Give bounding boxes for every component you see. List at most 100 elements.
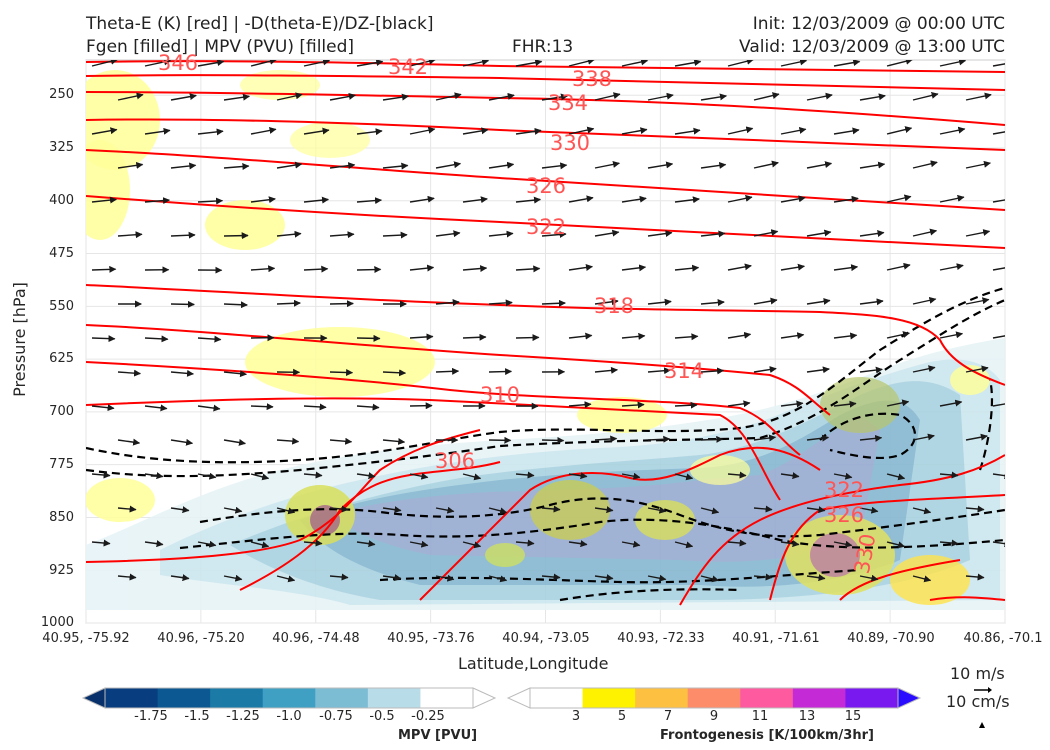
wind-vector	[382, 369, 407, 377]
fgen-tick: 5	[617, 709, 627, 724]
wind-vector	[223, 370, 247, 378]
colorbar-segment	[635, 688, 689, 708]
wind-vector	[568, 332, 593, 340]
fgen-tick: 11	[751, 709, 769, 724]
wind-vector	[833, 332, 858, 340]
mpv-tick: -0.75	[319, 709, 353, 724]
wind-vector	[197, 60, 225, 67]
wind-vector	[700, 575, 720, 583]
y-tick-label: 475	[49, 246, 74, 261]
wind-vector	[568, 401, 592, 409]
wind-vector	[700, 230, 726, 238]
wind-vector	[965, 365, 989, 373]
wind-vector	[647, 367, 671, 375]
wind-vector	[700, 93, 727, 101]
wind-vector	[356, 266, 382, 274]
wind-vector	[144, 404, 168, 412]
x-tick-label: 40.96, -75.20	[157, 631, 245, 646]
fgen-colorbar-title: Frontogenesis [K/100km/3hr]	[660, 728, 874, 743]
wind-vector	[409, 540, 429, 548]
wind-vector	[276, 161, 303, 169]
colorbar-segment	[367, 688, 421, 708]
wind-vector	[753, 366, 777, 374]
theta-e-label: 322	[526, 215, 566, 239]
theta-e-labels: 346 342 338 334 330 326 322 318 314 310 …	[158, 51, 880, 576]
wind-vector	[859, 93, 886, 101]
wind-vector	[462, 265, 488, 273]
y-tick-label: 250	[49, 87, 74, 102]
x-tick-label: 40.86, -70.1	[963, 631, 1043, 646]
theta-e-label: 338	[572, 67, 612, 91]
wind-vector	[541, 505, 561, 513]
wind-vector	[674, 401, 698, 409]
wind-vector	[117, 369, 141, 377]
fgen-tick: 9	[709, 709, 719, 724]
wind-vector	[356, 334, 381, 342]
mpv-tick: -1.5	[184, 709, 210, 724]
colorbar-segment	[687, 688, 741, 708]
wind-vector	[859, 506, 879, 514]
wind-vector	[329, 437, 353, 445]
wind-vector	[674, 127, 701, 135]
wind-vector	[409, 333, 434, 341]
wind-vector	[144, 540, 164, 548]
wind-vector	[250, 265, 276, 273]
wind-vector	[117, 573, 137, 581]
wind-vector	[303, 127, 330, 135]
wind-vector	[833, 60, 861, 67]
wind-vector	[780, 472, 800, 480]
wind-vector	[727, 263, 752, 271]
theta-e-label: 310	[480, 383, 520, 407]
wind-vector	[91, 60, 118, 67]
wind-vector	[462, 333, 487, 341]
wind-vector	[965, 92, 992, 101]
wind-vector	[170, 162, 197, 170]
wind-vector	[753, 92, 780, 101]
wind-vector	[886, 331, 910, 339]
title-left-line1: Theta-E (K) [red] | -D(theta-E)/DZ-[blac…	[86, 14, 434, 34]
wind-vector	[806, 506, 826, 514]
wind-vector	[700, 435, 724, 443]
wind-vector	[621, 127, 648, 135]
y-tick-label: 850	[49, 510, 74, 525]
wind-vector	[594, 574, 614, 582]
colorbar-segment	[420, 688, 474, 708]
wind-vector	[541, 299, 566, 307]
x-tick-label: 40.91, -71.61	[732, 631, 820, 646]
fgen-tick: 15	[844, 709, 862, 724]
wind-vector	[276, 575, 296, 583]
wind-vector	[462, 196, 488, 204]
wind-vector	[409, 195, 435, 203]
wind-vector	[859, 298, 884, 306]
wind-vector	[727, 126, 754, 135]
theta-e-label: 326	[526, 174, 566, 198]
x-tick-label: 40.93, -72.33	[617, 631, 705, 646]
wind-vector	[992, 63, 1005, 67]
wind-vector	[144, 60, 172, 67]
mpv-tick: -1.25	[226, 709, 260, 724]
wind-vector	[568, 60, 595, 67]
fgen-fill	[86, 70, 990, 605]
wind-vector	[329, 231, 355, 239]
wind-vector	[515, 539, 535, 547]
theta-e-label: 334	[548, 91, 588, 115]
wind-vector	[992, 403, 1005, 407]
wind-vector	[647, 92, 674, 101]
wind-vector	[939, 60, 967, 67]
wind-vector	[992, 267, 1005, 271]
mpv-tick: -0.5	[369, 709, 395, 724]
wind-vector	[356, 540, 376, 548]
wind-vector	[515, 471, 535, 479]
wind-vector	[780, 400, 804, 408]
wind-vector	[727, 471, 747, 479]
wind-vector	[223, 439, 246, 446]
wind-vector	[117, 438, 141, 446]
colorbar-segment	[582, 688, 636, 708]
wind-vector	[859, 366, 883, 374]
wind-vector	[621, 401, 645, 409]
wind-vector	[329, 162, 356, 170]
wind-vector	[303, 60, 331, 67]
wind-vector	[91, 265, 117, 273]
wind-vector	[276, 299, 301, 307]
wind-vector	[859, 161, 886, 169]
